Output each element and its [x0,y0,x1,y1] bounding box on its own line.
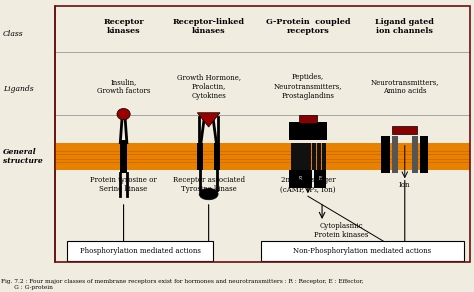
Text: Peptides,
Neurotransmitters,
Prostaglandins: Peptides, Neurotransmitters, Prostagland… [273,73,342,100]
Text: 2nd Messenger
(cAMP, IP₃, Ion): 2nd Messenger (cAMP, IP₃, Ion) [280,176,336,193]
Bar [289,122,327,140]
Bar [307,143,311,170]
Text: Receptor
kinases: Receptor kinases [103,18,144,35]
Bar [299,115,317,123]
Circle shape [199,188,218,200]
Bar [420,136,428,173]
Text: E: E [318,176,321,181]
Bar [55,143,470,170]
Text: Ion: Ion [399,181,410,189]
Text: G-Protein  coupled
receptors: G-Protein coupled receptors [265,18,350,35]
Bar [314,171,326,187]
Text: Receptor associated
Tyrosine kinase: Receptor associated Tyrosine kinase [173,176,245,193]
Text: Growth Hormone,
Prolactin,
Cytokines: Growth Hormone, Prolactin, Cytokines [177,73,241,100]
FancyBboxPatch shape [67,241,213,261]
Text: General
structure: General structure [3,148,43,165]
Ellipse shape [117,108,130,120]
Text: Receptor-linked
kinases: Receptor-linked kinases [173,18,245,35]
Bar [289,171,312,187]
Text: Class: Class [3,29,24,37]
Text: Fig. 7.2 : Four major classes of membrane receptors exist for hormones and neuro: Fig. 7.2 : Four major classes of membran… [0,279,363,290]
Bar [296,143,301,170]
Bar [197,143,203,170]
Text: Non-Phosphorylation mediated actions: Non-Phosphorylation mediated actions [293,247,431,255]
Polygon shape [197,113,220,127]
Text: Cytoplasmic
Protein kinases: Cytoplasmic Protein kinases [314,222,368,239]
Bar [311,143,316,170]
Text: Protein tyrosine or
Serine kinase: Protein tyrosine or Serine kinase [90,176,157,193]
Bar [214,143,220,170]
Text: R: R [299,176,302,181]
Bar [392,126,417,133]
Text: Ligands: Ligands [3,85,34,93]
Text: Phosphorylation mediated actions: Phosphorylation mediated actions [80,247,201,255]
FancyBboxPatch shape [261,241,464,261]
Bar [120,140,127,173]
Text: Ligand gated
ion channels: Ligand gated ion channels [375,18,434,35]
Text: Neurotransmitters,
Amino acids: Neurotransmitters, Amino acids [371,78,439,95]
Bar [412,136,418,173]
Bar [301,143,306,170]
Bar [381,136,390,173]
Bar [321,143,326,170]
Bar [292,143,296,170]
Text: Insulin,
Growth factors: Insulin, Growth factors [97,78,150,95]
Bar [392,136,398,173]
Bar [317,143,321,170]
